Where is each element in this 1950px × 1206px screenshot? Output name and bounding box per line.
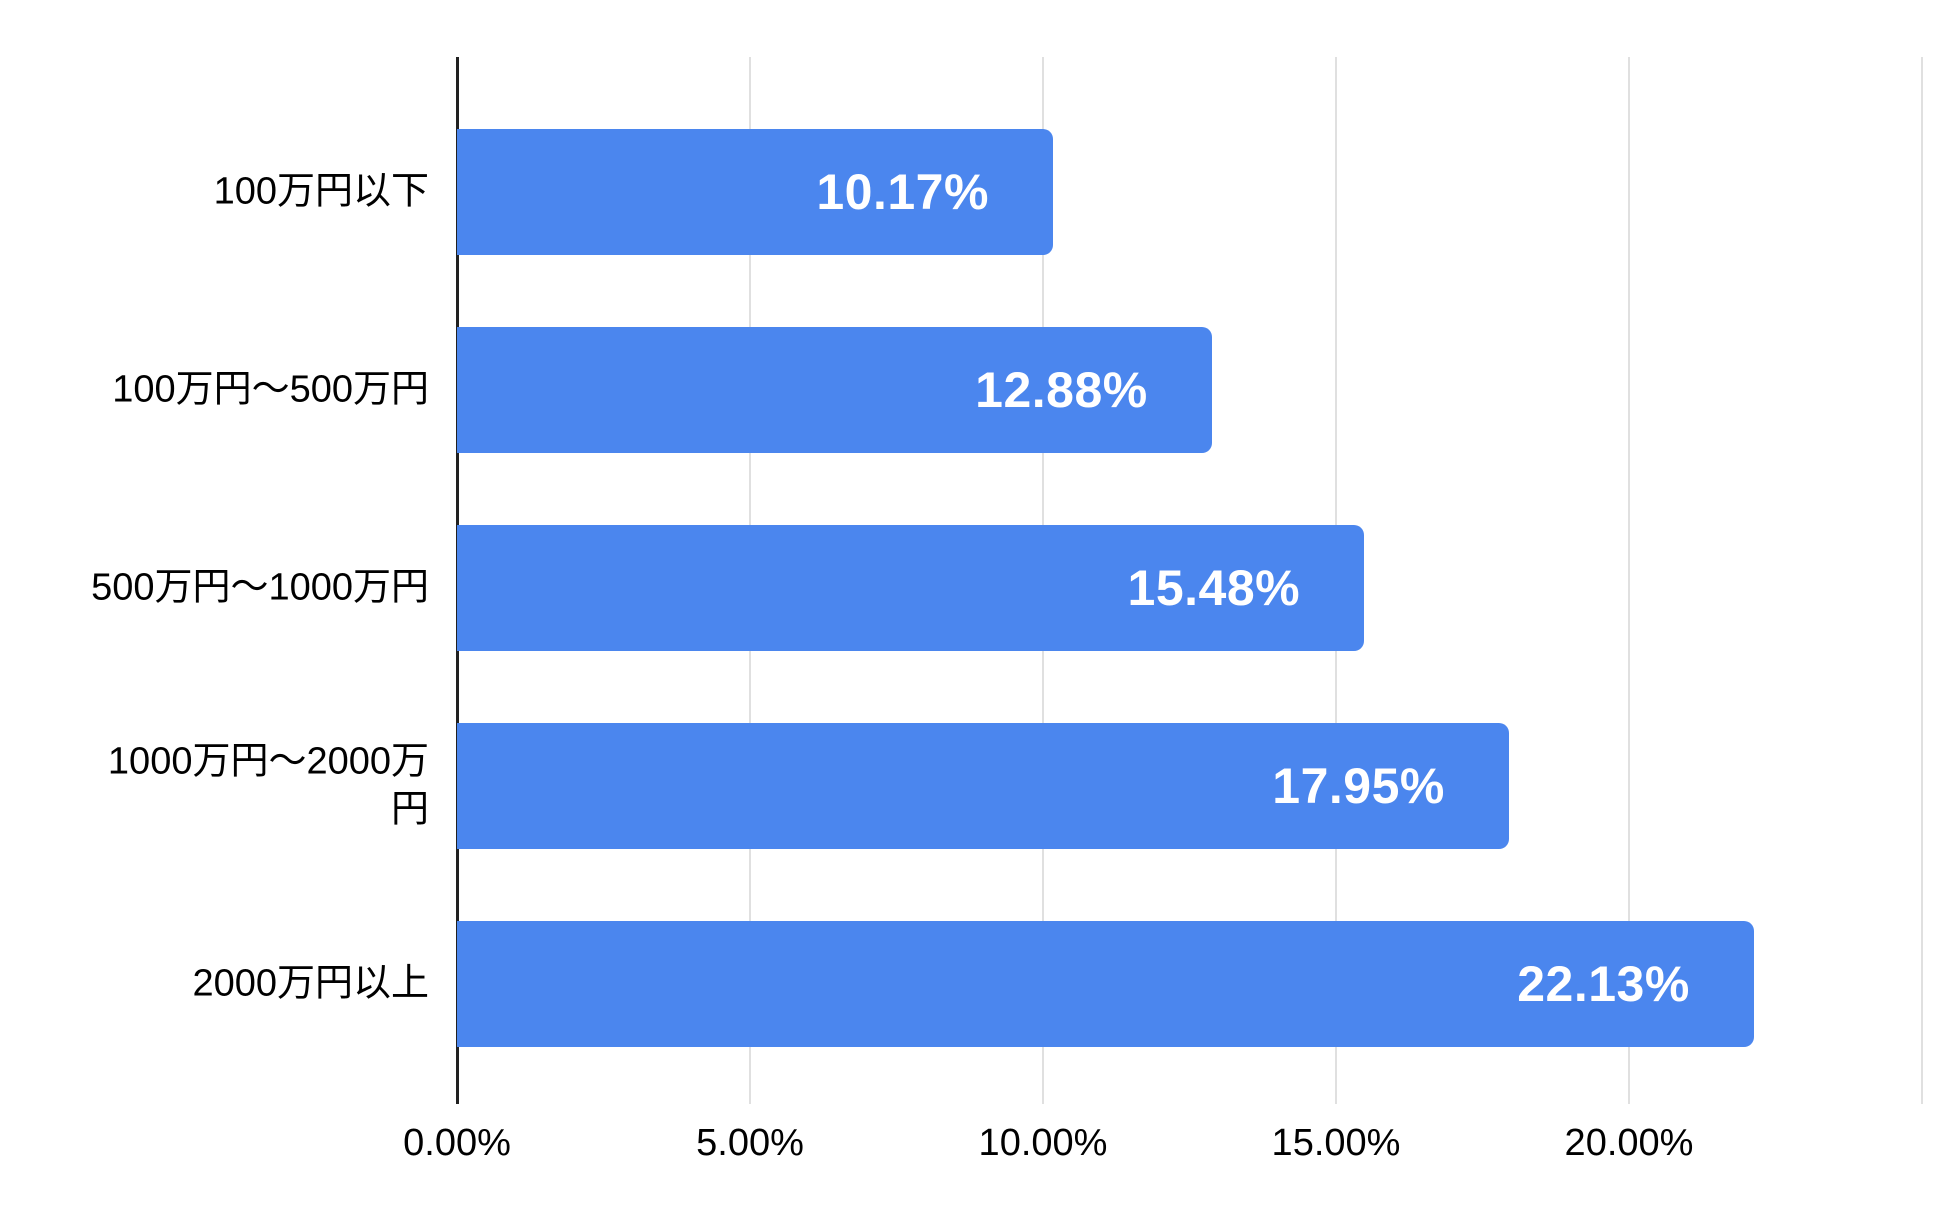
value-label: 10.17%: [816, 164, 989, 220]
bar: 22.13%: [457, 921, 1754, 1047]
bar-row: 1000万円〜2000万 円 17.95%: [108, 723, 1922, 849]
value-label: 22.13%: [1517, 956, 1690, 1012]
gridline: [1628, 57, 1630, 1104]
category-label: 500万円〜1000万円: [91, 566, 429, 609]
bar: 12.88%: [457, 327, 1212, 453]
bar: 15.48%: [457, 525, 1365, 651]
x-axis-tick-label: 15.00%: [1271, 1122, 1401, 1164]
gridline: [1921, 57, 1923, 1104]
category-label: 2000万円以上: [192, 962, 429, 1005]
bar: 10.17%: [457, 129, 1053, 255]
bar: 17.95%: [457, 723, 1509, 849]
plot-area: 100万円以下 10.17% 100万円〜500万円 12.88% 500万円〜1000…: [91, 57, 1923, 1104]
value-label: 17.95%: [1272, 758, 1445, 814]
bar-row: 100万円〜500万円 12.88%: [112, 327, 1922, 453]
bar-row: 2000万円以上 22.13%: [192, 921, 1922, 1047]
x-axis-tick-label: 0.00%: [403, 1122, 511, 1164]
value-label: 15.48%: [1127, 560, 1301, 616]
x-axis-tick-label: 20.00%: [1564, 1122, 1694, 1164]
category-label: 100万円以下: [213, 170, 429, 213]
bar-row: 100万円以下 10.17%: [214, 129, 1922, 255]
category-label: 1000万円〜2000万 円: [107, 740, 429, 831]
x-axis-tick-label: 5.00%: [696, 1122, 804, 1164]
value-label: 12.88%: [975, 362, 1148, 418]
x-axis-tick-label: 10.00%: [978, 1122, 1108, 1164]
bar-row: 500万円〜1000万円 15.48%: [91, 525, 1922, 651]
category-label: 100万円〜500万円: [112, 368, 429, 411]
